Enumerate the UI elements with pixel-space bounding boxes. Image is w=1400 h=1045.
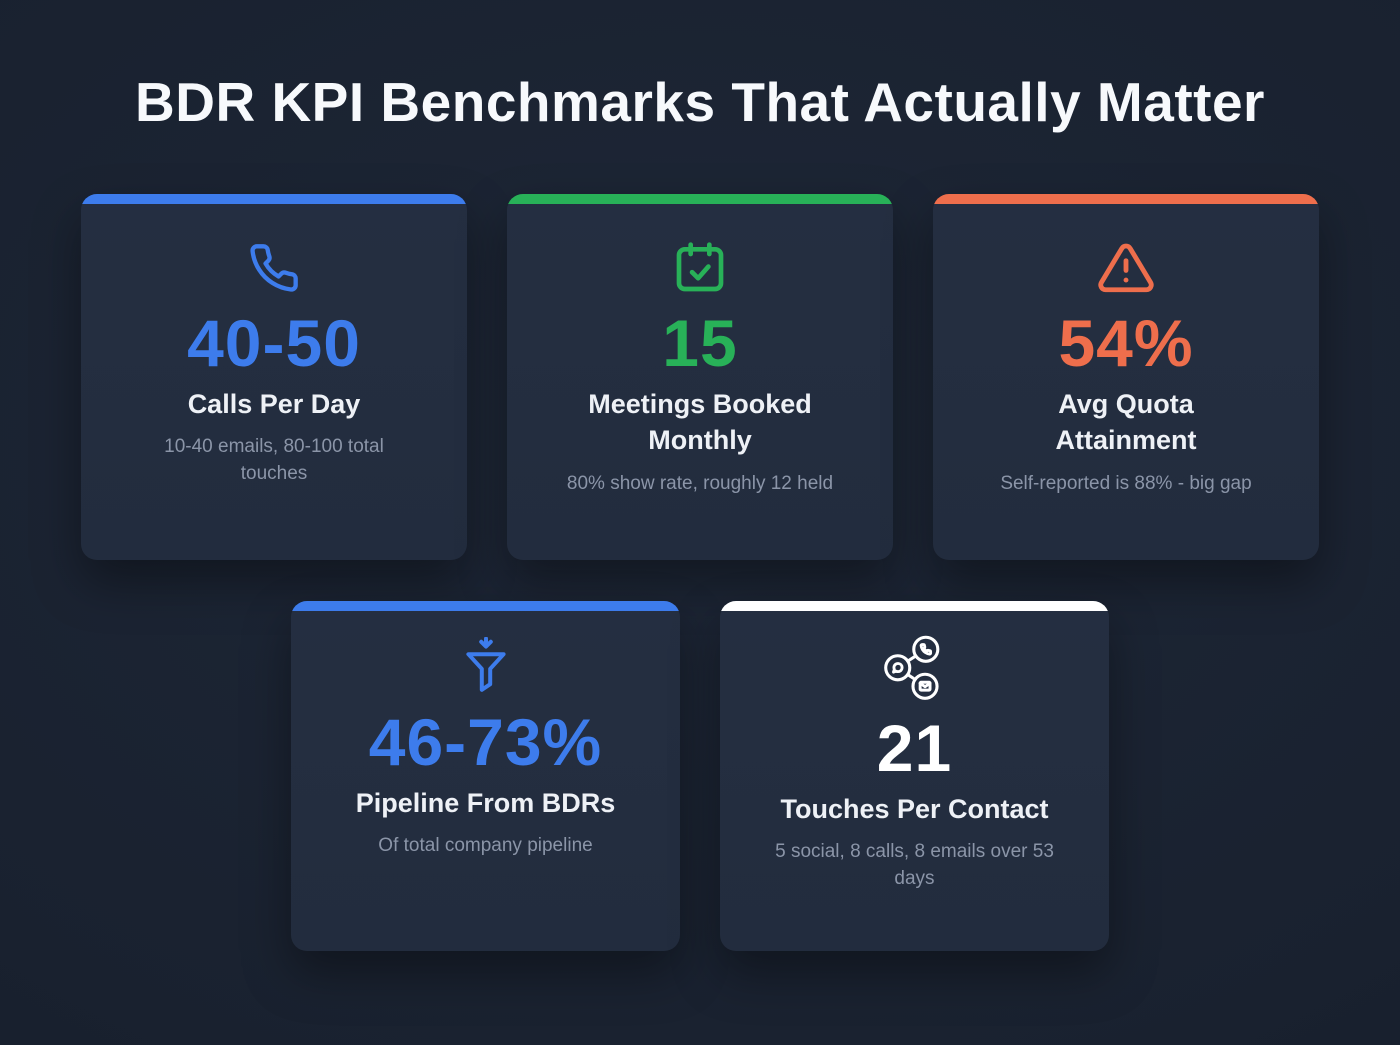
kpi-sublabel: 5 social, 8 calls, 8 emails over 53 days [775, 841, 1054, 890]
kpi-label: Meetings Booked Monthly [588, 389, 812, 456]
kpi-label: Pipeline From BDRs [355, 788, 616, 818]
card-accent-bar [81, 194, 467, 204]
calendar-check-icon [507, 236, 893, 300]
card-accent-bar [720, 601, 1109, 611]
kpi-sublabel: 10-40 emails, 80-100 total touches [164, 436, 384, 485]
multichannel-icon [720, 629, 1109, 705]
top-card-row: 40-50 Calls Per Day 10-40 emails, 80-100… [0, 194, 1400, 560]
kpi-card-quota-attainment: 54% Avg Quota Attainment Self-reported i… [933, 194, 1319, 560]
funnel-icon [291, 635, 680, 699]
kpi-sublabel: Self-reported is 88% - big gap [1000, 472, 1252, 494]
kpi-label: Avg Quota Attainment [1055, 389, 1197, 456]
kpi-value: 21 [876, 711, 953, 785]
card-accent-bar [291, 601, 680, 611]
kpi-card-calls-per-day: 40-50 Calls Per Day 10-40 emails, 80-100… [81, 194, 467, 560]
kpi-card-meetings-booked: 15 Meetings Booked Monthly 80% show rate… [507, 194, 893, 560]
kpi-value: 15 [662, 306, 738, 380]
kpi-card-touches: 21 Touches Per Contact 5 social, 8 calls… [720, 601, 1109, 951]
card-accent-bar [507, 194, 893, 204]
kpi-label: Calls Per Day [187, 389, 361, 419]
kpi-label: Touches Per Contact [780, 794, 1049, 824]
kpi-sublabel: 80% show rate, roughly 12 held [566, 472, 834, 494]
card-accent-bar [933, 194, 1319, 204]
kpi-value: 40-50 [187, 306, 361, 380]
bottom-card-row: 46-73% Pipeline From BDRs Of total compa… [0, 601, 1400, 951]
phone-icon [81, 236, 467, 300]
page-title: BDR KPI Benchmarks That Actually Matter [135, 71, 1265, 133]
kpi-sublabel: Of total company pipeline [378, 835, 593, 857]
alert-triangle-icon [933, 236, 1319, 300]
kpi-value: 46-73% [368, 705, 603, 779]
kpi-card-pipeline: 46-73% Pipeline From BDRs Of total compa… [291, 601, 680, 951]
kpi-value: 54% [1058, 306, 1194, 380]
